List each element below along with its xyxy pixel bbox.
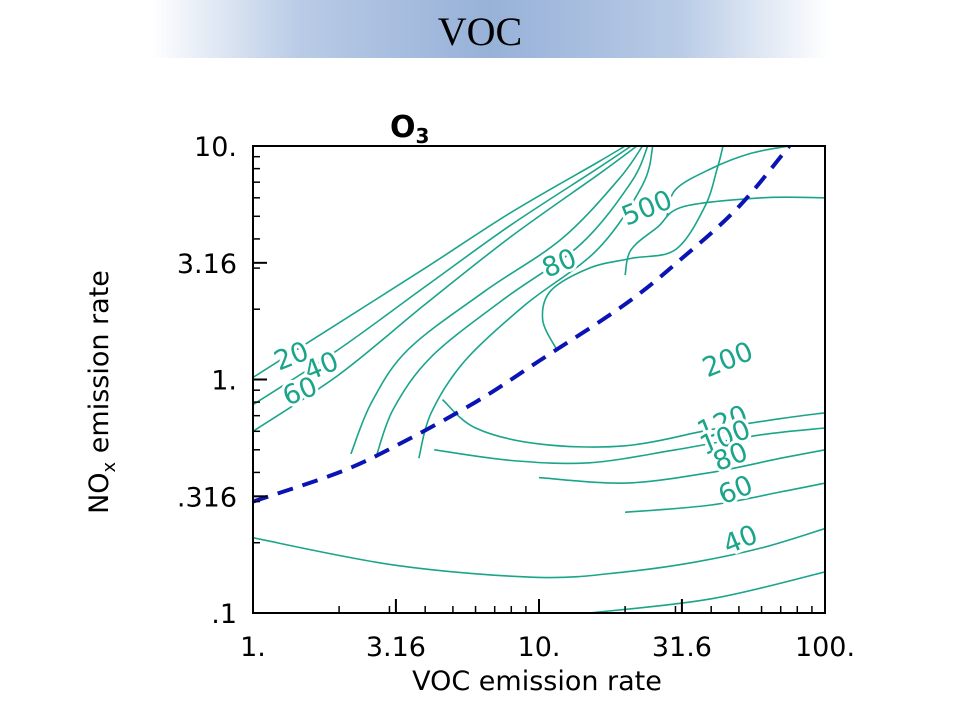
- contour-label-40-13: 40: [719, 519, 762, 561]
- contour-line-100-4: [375, 146, 649, 457]
- y-tick-label: .316: [177, 482, 237, 513]
- contour-line-200-6: [541, 146, 724, 350]
- x-tick-label: 31.6: [652, 632, 712, 663]
- y-tick-label: .1: [211, 599, 237, 630]
- x-tick-label: 100.: [795, 632, 855, 663]
- contour-line-120-5: [418, 146, 654, 459]
- contour-line-60-12: [625, 482, 825, 514]
- y-tick-label: 10.: [194, 132, 237, 163]
- x-tick-label: 3.16: [366, 632, 426, 663]
- contour-line-40-1: [253, 146, 632, 406]
- contour-lines: [253, 146, 825, 613]
- contour-line-300-7: [624, 196, 825, 276]
- contour-line-80-11: [538, 449, 825, 484]
- contour-label-500-8: 500: [617, 184, 676, 232]
- contour-label-200-6: 200: [698, 336, 757, 384]
- y-tick-label: 1.: [211, 366, 237, 397]
- x-axis-label: VOC emission rate: [412, 666, 662, 697]
- x-tick-label: 10.: [518, 632, 561, 663]
- title-bar: [150, 0, 830, 58]
- contour-line-60-2: [253, 146, 638, 432]
- x-tick-label: 1.: [240, 632, 266, 663]
- contour-line-80-3: [350, 146, 644, 455]
- ridge-line: [253, 146, 791, 504]
- slide-title: VOC: [437, 9, 523, 54]
- contour-line-40-13: [253, 527, 825, 579]
- plot-title: O3: [390, 110, 429, 148]
- contour-line-100-10: [434, 427, 825, 465]
- contour-line-120-9: [441, 398, 825, 448]
- contour-line-20-14: [589, 571, 825, 613]
- contour-line-20-0: [253, 146, 626, 379]
- y-axis-label: NOx emission rate: [84, 270, 120, 514]
- axes: 1. 3.16 10. 31.6 100. 10. 3.16 1. .316 .1: [177, 132, 855, 663]
- contour-line-500-8: [666, 146, 790, 217]
- y-tick-label: 3.16: [177, 249, 237, 280]
- ridge-dashed-line: [253, 146, 791, 504]
